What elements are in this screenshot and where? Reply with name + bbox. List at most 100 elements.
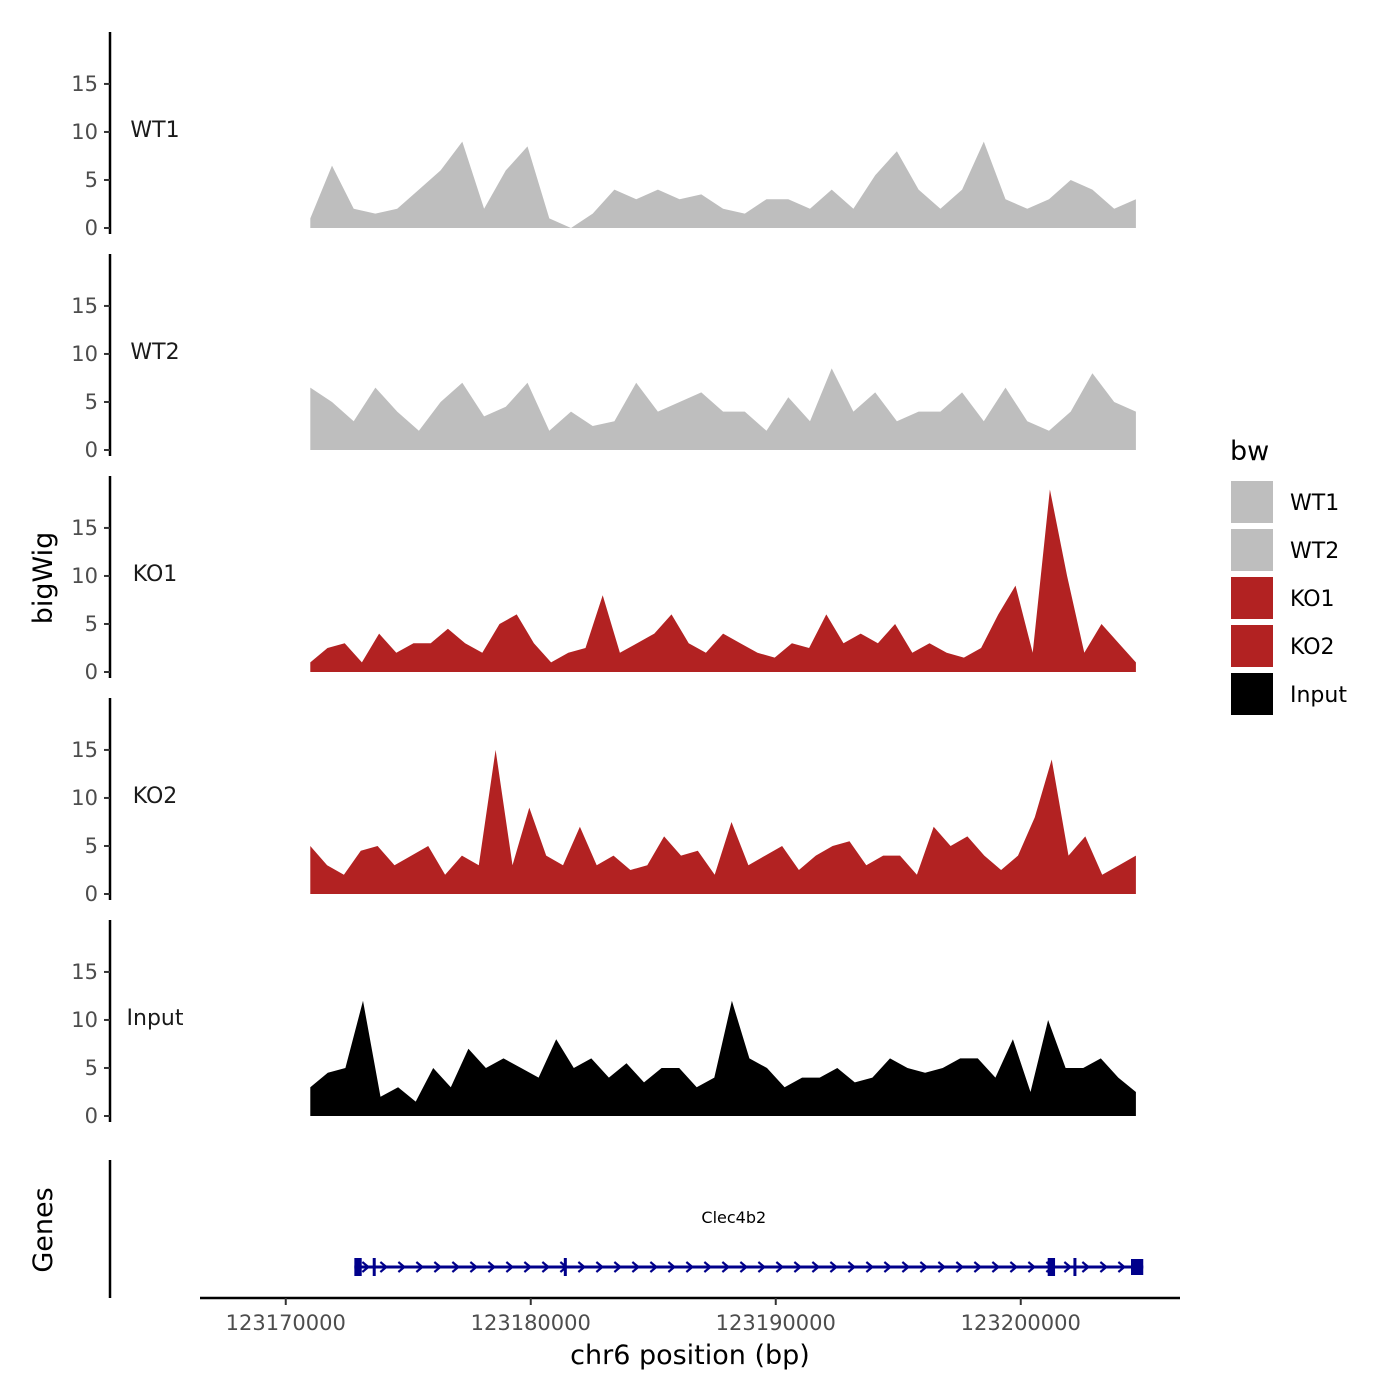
strand-arrow	[1027, 1261, 1037, 1273]
strand-arrow	[361, 1261, 371, 1273]
gene-label: Clec4b2	[701, 1208, 766, 1227]
y-tick-label: 0	[85, 438, 98, 462]
strand-arrow	[469, 1261, 479, 1273]
coverage-area-ko1	[310, 489, 1136, 672]
legend-key-ko1	[1229, 575, 1275, 621]
y-tick-label: 15	[71, 516, 98, 540]
strand-arrow	[523, 1261, 533, 1273]
strand-arrow	[793, 1261, 803, 1273]
coverage-area-wt2	[310, 368, 1136, 450]
strand-arrow	[685, 1261, 695, 1273]
strand-arrow	[973, 1261, 983, 1273]
y-tick-label: 5	[85, 1056, 98, 1080]
gene-exon	[1047, 1258, 1056, 1276]
strand-arrow	[631, 1261, 641, 1273]
strand-arrow	[1063, 1261, 1073, 1273]
y-tick-label: 5	[85, 834, 98, 858]
strand-arrow	[883, 1261, 893, 1273]
strand-arrow	[847, 1261, 857, 1273]
legend-label-ko1: KO1	[1290, 587, 1335, 612]
strand-arrow	[703, 1261, 713, 1273]
track-ko2: 0 5 10 15 KO2	[71, 698, 1136, 906]
strand-arrow	[379, 1261, 389, 1273]
legend-label-ko2: KO2	[1290, 635, 1335, 660]
track-label-input: Input	[127, 1006, 184, 1031]
strand-arrow	[649, 1261, 659, 1273]
x-tick-label: 123190000	[716, 1311, 836, 1335]
y-tick-label: 10	[71, 564, 98, 588]
strand-arrow	[433, 1261, 443, 1273]
strand-arrow	[1117, 1261, 1127, 1273]
strand-arrow	[757, 1261, 767, 1273]
strand-arrow	[487, 1261, 497, 1273]
coverage-area-wt1	[310, 141, 1136, 228]
strand-arrow	[901, 1261, 911, 1273]
strand-arrow	[937, 1261, 947, 1273]
y-tick-label: 15	[71, 72, 98, 96]
y-axis-title: bigWig	[28, 532, 59, 625]
y-tick-label: 15	[71, 960, 98, 984]
strand-arrow	[541, 1261, 551, 1273]
strand-arrow	[451, 1261, 461, 1273]
strand-arrow	[505, 1261, 515, 1273]
y-tick-label: 5	[85, 612, 98, 636]
strand-arrow	[415, 1261, 425, 1273]
gene-panel: Clec4b2	[108, 1160, 1144, 1298]
strand-arrow	[667, 1261, 677, 1273]
strand-arrow	[739, 1261, 749, 1273]
x-axis: 123170000 123180000 123190000 123200000	[200, 1296, 1180, 1335]
gene-exon	[1131, 1259, 1144, 1275]
legend-key-ko2	[1229, 623, 1275, 669]
genes-axis-title: Genes	[28, 1187, 59, 1272]
strand-arrow	[955, 1261, 965, 1273]
x-tick-label: 123170000	[226, 1311, 346, 1335]
track-wt2: 0 5 10 15 WT2	[71, 254, 1136, 462]
track-wt1: 0 5 10 15 WT1	[71, 32, 1136, 240]
track-label-wt2: WT2	[130, 340, 179, 365]
y-tick-label: 10	[71, 1008, 98, 1032]
strand-arrow	[1009, 1261, 1019, 1273]
track-input: 0 5 10 15 Input	[71, 920, 1136, 1128]
y-tick-label: 0	[85, 660, 98, 684]
track-label-ko2: KO2	[133, 784, 178, 809]
gene-clec4b2: Clec4b2	[354, 1208, 1144, 1276]
strand-arrow	[865, 1261, 875, 1273]
strand-arrow	[577, 1261, 587, 1273]
legend-title: bw	[1230, 436, 1269, 467]
y-tick-label: 0	[85, 1104, 98, 1128]
y-tick-label: 10	[71, 342, 98, 366]
strand-arrow	[397, 1261, 407, 1273]
y-tick-label: 0	[85, 882, 98, 906]
track-label-wt1: WT1	[130, 118, 179, 143]
track-label-ko1: KO1	[133, 562, 178, 587]
legend-label-wt2: WT2	[1290, 539, 1339, 564]
x-axis-title: chr6 position (bp)	[570, 1340, 810, 1371]
strand-arrow	[829, 1261, 839, 1273]
y-tick-label: 15	[71, 294, 98, 318]
legend: bw WT1 WT2 KO1 KO2 Input	[1229, 436, 1347, 717]
y-tick-label: 5	[85, 390, 98, 414]
y-tick-label: 10	[71, 120, 98, 144]
strand-arrow	[775, 1261, 785, 1273]
strand-arrow	[811, 1261, 821, 1273]
legend-label-input: Input	[1290, 683, 1347, 708]
x-tick-label: 123200000	[961, 1311, 1081, 1335]
legend-key-wt1	[1229, 479, 1275, 525]
strand-arrow	[991, 1261, 1001, 1273]
strand-arrow	[1081, 1261, 1091, 1273]
y-tick-label: 0	[85, 216, 98, 240]
y-tick-label: 5	[85, 168, 98, 192]
coverage-area-ko2	[310, 749, 1136, 894]
coverage-area-input	[310, 1000, 1136, 1116]
strand-arrow	[919, 1261, 929, 1273]
track-ko1: 0 5 10 15 KO1	[71, 476, 1136, 684]
coverage-tracks: 0 5 10 15 WT1 0 5 10 15 WT2 0 5 10 15 KO1 0 5 10 15 KO2 0 5 10…	[71, 32, 1136, 1128]
legend-key-wt2	[1229, 527, 1275, 573]
legend-label-wt1: WT1	[1290, 491, 1339, 516]
y-tick-label: 15	[71, 738, 98, 762]
y-tick-label: 10	[71, 786, 98, 810]
gene-exon	[372, 1258, 376, 1276]
gene-exon	[1073, 1258, 1077, 1276]
